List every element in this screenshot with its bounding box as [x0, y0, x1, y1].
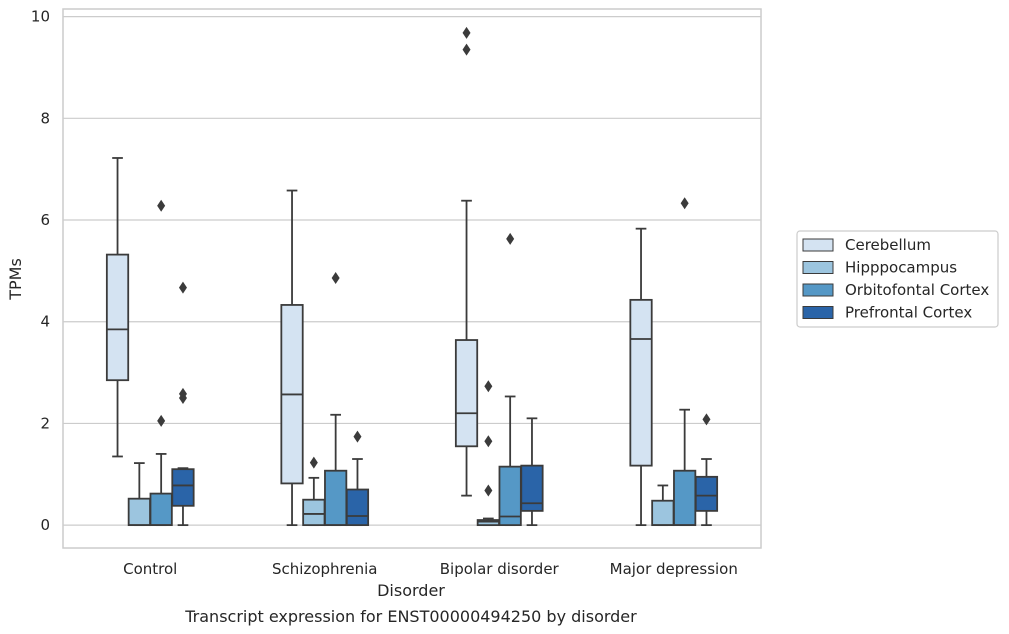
box-body [694, 475, 719, 512]
box-1-0 [280, 189, 304, 527]
y-tick-label: 6 [40, 211, 50, 229]
outlier-point [157, 199, 166, 212]
y-tick-label: 4 [40, 313, 50, 331]
outlier-point [462, 26, 471, 39]
outlier-point [702, 413, 711, 426]
x-tick-label: Control [123, 560, 177, 578]
legend-swatch [802, 261, 834, 274]
box-body [520, 464, 544, 512]
outlier-point [680, 197, 689, 210]
box-body [651, 499, 675, 527]
box-0-1 [127, 462, 151, 527]
y-tick-label: 2 [40, 414, 50, 432]
outlier-point [462, 43, 471, 56]
box-2-1 [476, 380, 500, 527]
box-2-3 [520, 417, 544, 527]
outlier-point [484, 484, 493, 497]
legend-entry: Hipppocampus [845, 259, 957, 277]
box-1-1 [302, 456, 326, 527]
y-tick-label: 10 [31, 8, 50, 26]
plot-frame [62, 8, 762, 549]
axes: 0 2 4 6 8 10 Control Schizophrenia Bipolar disor… [31, 8, 762, 578]
y-tick-label: 0 [40, 516, 50, 534]
box-1-2 [324, 271, 348, 527]
figure-caption: Transcript expression for ENST0000049425… [184, 607, 637, 626]
box-body [629, 298, 653, 467]
legend-entry: Orbitofontal Cortex [845, 281, 989, 299]
legend-entry: Cerebellum [845, 236, 931, 254]
box-0-2 [149, 199, 173, 527]
outlier-point [331, 271, 340, 284]
box-body [105, 253, 130, 382]
legend-entry: Prefrontal Cortex [845, 304, 972, 322]
outlier-point [353, 430, 362, 443]
box-2-2 [498, 232, 522, 527]
box-body [171, 468, 195, 507]
box-body [673, 469, 697, 527]
box-2-0 [454, 26, 479, 497]
y-axis-label: TPMs [6, 258, 25, 301]
legend-frame [796, 230, 999, 328]
outlier-point [309, 456, 318, 469]
outlier-point [484, 380, 493, 393]
x-axis-label: Disorder [377, 581, 445, 600]
box-3-1 [651, 484, 675, 527]
box-3-2 [673, 197, 697, 527]
box-0-0 [105, 157, 130, 458]
x-tick-label: Bipolar disorder [440, 560, 560, 578]
box-body [454, 339, 479, 448]
legend-swatch [802, 283, 834, 297]
box-body [345, 488, 370, 527]
x-tick-label: Major depression [610, 560, 738, 578]
outlier-point [506, 232, 515, 245]
x-tick-label: Schizophrenia [272, 560, 377, 578]
box-3-0 [629, 227, 653, 527]
legend-swatch [802, 238, 834, 252]
gridlines [63, 16, 761, 526]
box-body [149, 492, 173, 527]
outlier-point [484, 435, 493, 448]
box-1-3 [345, 430, 370, 527]
legend: Cerebellum Hipppocampus Orbitofontal Corte… [796, 230, 999, 328]
outlier-point [178, 387, 187, 400]
outlier-point [178, 281, 187, 294]
outlier-point [157, 414, 166, 427]
plot-area [105, 26, 719, 527]
box-body [324, 469, 348, 527]
box-3-3 [694, 413, 719, 527]
box-body [127, 497, 151, 527]
y-tick-label: 8 [40, 109, 50, 127]
box-0-3 [171, 281, 195, 527]
legend-swatch [802, 306, 834, 319]
box-body [302, 498, 326, 527]
